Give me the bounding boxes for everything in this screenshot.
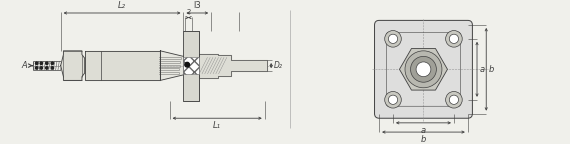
Text: b: b xyxy=(421,135,426,144)
Text: 2: 2 xyxy=(186,9,191,15)
Circle shape xyxy=(388,95,398,104)
Circle shape xyxy=(51,62,54,65)
Circle shape xyxy=(405,51,442,88)
Circle shape xyxy=(35,62,38,65)
Circle shape xyxy=(416,62,431,77)
Text: a: a xyxy=(421,126,426,135)
Circle shape xyxy=(46,62,48,65)
Text: a: a xyxy=(480,65,485,74)
Polygon shape xyxy=(60,51,85,80)
Circle shape xyxy=(446,31,462,47)
Text: b: b xyxy=(489,65,494,74)
Circle shape xyxy=(185,62,189,67)
FancyBboxPatch shape xyxy=(374,20,473,118)
Circle shape xyxy=(46,67,48,69)
Circle shape xyxy=(385,91,401,108)
Polygon shape xyxy=(160,51,184,80)
Bar xyxy=(184,31,199,101)
Circle shape xyxy=(51,67,54,69)
Text: l3: l3 xyxy=(193,1,201,10)
Circle shape xyxy=(449,95,458,104)
Text: L₂: L₂ xyxy=(118,1,126,10)
Text: A: A xyxy=(22,61,27,70)
Circle shape xyxy=(35,67,38,69)
Circle shape xyxy=(385,31,401,47)
Circle shape xyxy=(410,56,437,82)
Text: L₁: L₁ xyxy=(213,121,221,130)
Bar xyxy=(184,57,199,74)
Text: D₂: D₂ xyxy=(274,61,283,70)
Circle shape xyxy=(449,34,458,43)
Polygon shape xyxy=(85,51,160,80)
Circle shape xyxy=(388,34,398,43)
Circle shape xyxy=(40,67,43,69)
Circle shape xyxy=(40,62,43,65)
Circle shape xyxy=(446,91,462,108)
Polygon shape xyxy=(199,54,267,78)
